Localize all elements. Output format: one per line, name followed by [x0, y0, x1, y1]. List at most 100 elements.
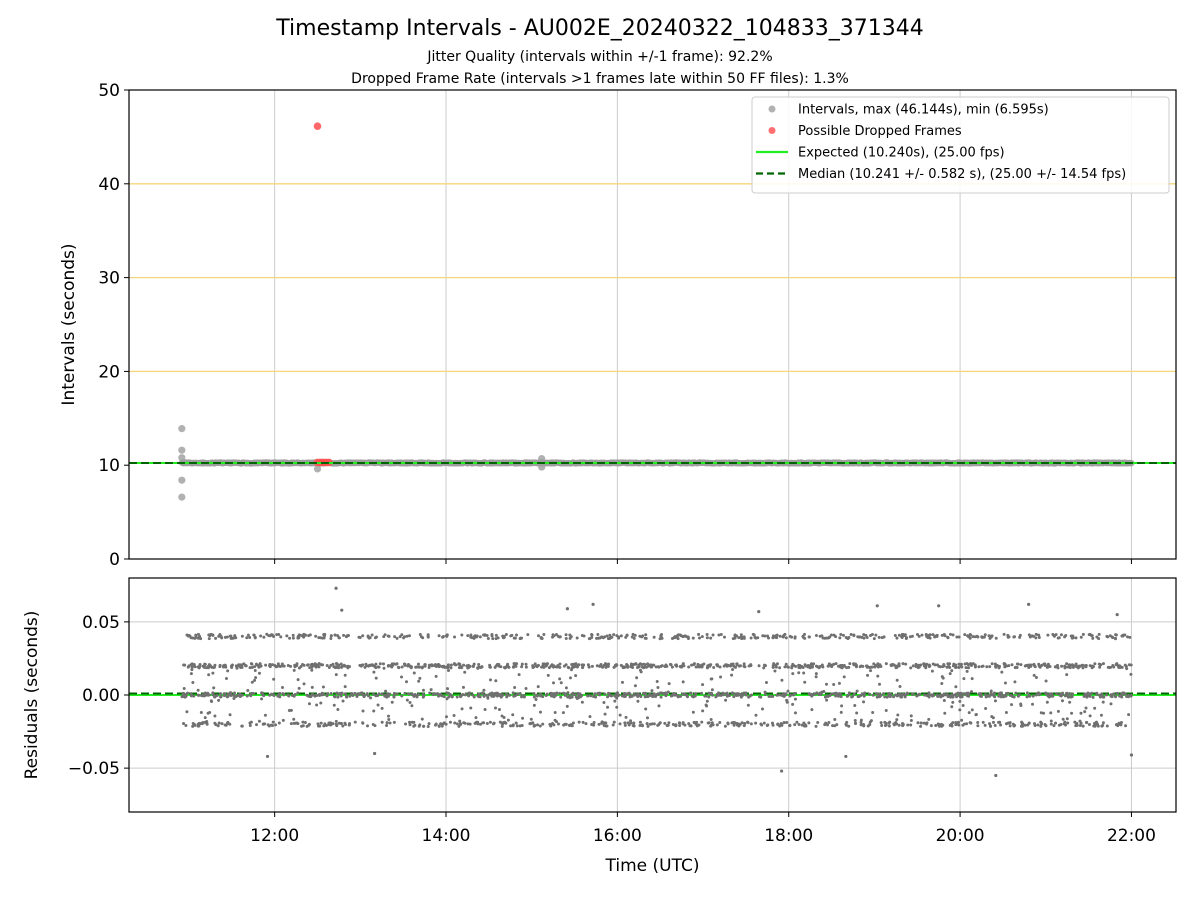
residual-point [710, 693, 714, 697]
residual-point [955, 695, 959, 699]
residual-point [643, 691, 647, 695]
residual-point [859, 693, 863, 697]
residual-point [1065, 673, 1069, 677]
residual-point [281, 685, 285, 689]
residual-point [948, 662, 952, 666]
residual-point [898, 685, 902, 689]
residual-point [821, 665, 825, 669]
residual-point [782, 694, 786, 698]
residual-point [620, 680, 624, 684]
bottom-y-tick-label: 0.00 [82, 686, 120, 706]
residual-point [422, 724, 426, 728]
residual-point [1052, 724, 1056, 728]
residual-point [709, 718, 713, 722]
residual-point [1004, 722, 1008, 726]
residual-point [737, 636, 741, 640]
residual-point [1063, 664, 1067, 668]
residual-point [942, 699, 946, 703]
residual-point [268, 693, 272, 697]
residual-point [627, 691, 631, 695]
residual-point [301, 724, 305, 728]
residual-point [983, 723, 987, 727]
residual-point [359, 664, 363, 668]
residual-point [546, 673, 550, 677]
residual-point [1065, 717, 1069, 721]
residual-point [544, 694, 548, 698]
residual-point [682, 634, 686, 638]
residual-point [467, 694, 471, 698]
residual-point [486, 636, 490, 640]
residual-point [291, 633, 295, 637]
residual-point [520, 662, 524, 666]
residual-point [1023, 723, 1027, 727]
residual-point [551, 722, 555, 726]
residual-point [970, 677, 974, 681]
residual-point [703, 694, 707, 698]
residual-point [387, 634, 391, 638]
top-y-tick-label: 0 [109, 550, 120, 570]
residual-point [248, 635, 252, 639]
residual-point [754, 636, 758, 640]
residual-point [853, 719, 857, 723]
residual-point [742, 662, 746, 666]
residual-point [264, 663, 268, 667]
residual-point [1065, 662, 1069, 666]
residual-point [901, 633, 905, 637]
residual-point [452, 662, 456, 666]
residual-point [318, 724, 322, 728]
residual-point [670, 694, 674, 698]
residual-point [752, 633, 756, 637]
residual-point [564, 722, 568, 726]
residual-point [623, 723, 627, 727]
residual-point [387, 714, 391, 718]
residual-point [325, 694, 329, 698]
residual-point [208, 711, 212, 715]
residual-point [404, 722, 408, 726]
residual-point [296, 636, 300, 640]
residual-point [459, 665, 463, 669]
residual-point [862, 724, 866, 728]
residual-point [303, 721, 307, 725]
residual-point [936, 722, 940, 726]
residual-point [909, 666, 913, 670]
residual-point [926, 636, 930, 640]
residual-point [398, 635, 402, 639]
residual-point [927, 717, 931, 721]
residual-point [1019, 663, 1023, 667]
residual-point [205, 722, 209, 726]
residual-point [384, 689, 388, 693]
residual-point [285, 634, 289, 638]
residual-point [636, 699, 640, 703]
residual-point [603, 712, 607, 716]
residual-point [1051, 633, 1055, 637]
residual-point [189, 672, 193, 676]
legend: Intervals, max (46.144s), min (6.595s) Po… [751, 96, 1170, 194]
residual-point [726, 721, 730, 725]
residual-outlier-point [1129, 753, 1134, 757]
residual-point [791, 702, 795, 706]
residual-point [361, 709, 365, 713]
residual-point [386, 664, 390, 668]
residual-point [1100, 693, 1104, 697]
residual-point [646, 724, 650, 728]
residual-point [275, 633, 279, 637]
residual-point [1008, 724, 1012, 728]
residual-point [462, 721, 466, 725]
residual-point [870, 665, 874, 669]
residual-point [488, 720, 492, 724]
x-tick-label: 20:00 [936, 826, 985, 846]
residual-point [844, 635, 848, 639]
residual-point [983, 633, 987, 637]
residual-point [855, 711, 859, 715]
top-panel-grid [129, 90, 1176, 559]
residual-point [603, 692, 607, 696]
residual-point [1042, 711, 1046, 715]
residual-point [1119, 723, 1123, 727]
residual-point [800, 664, 804, 668]
residual-point [434, 674, 438, 678]
residual-point [511, 713, 515, 717]
residual-point [430, 664, 434, 668]
residual-point [837, 681, 841, 685]
residual-point [517, 673, 521, 677]
residual-point [605, 724, 609, 728]
